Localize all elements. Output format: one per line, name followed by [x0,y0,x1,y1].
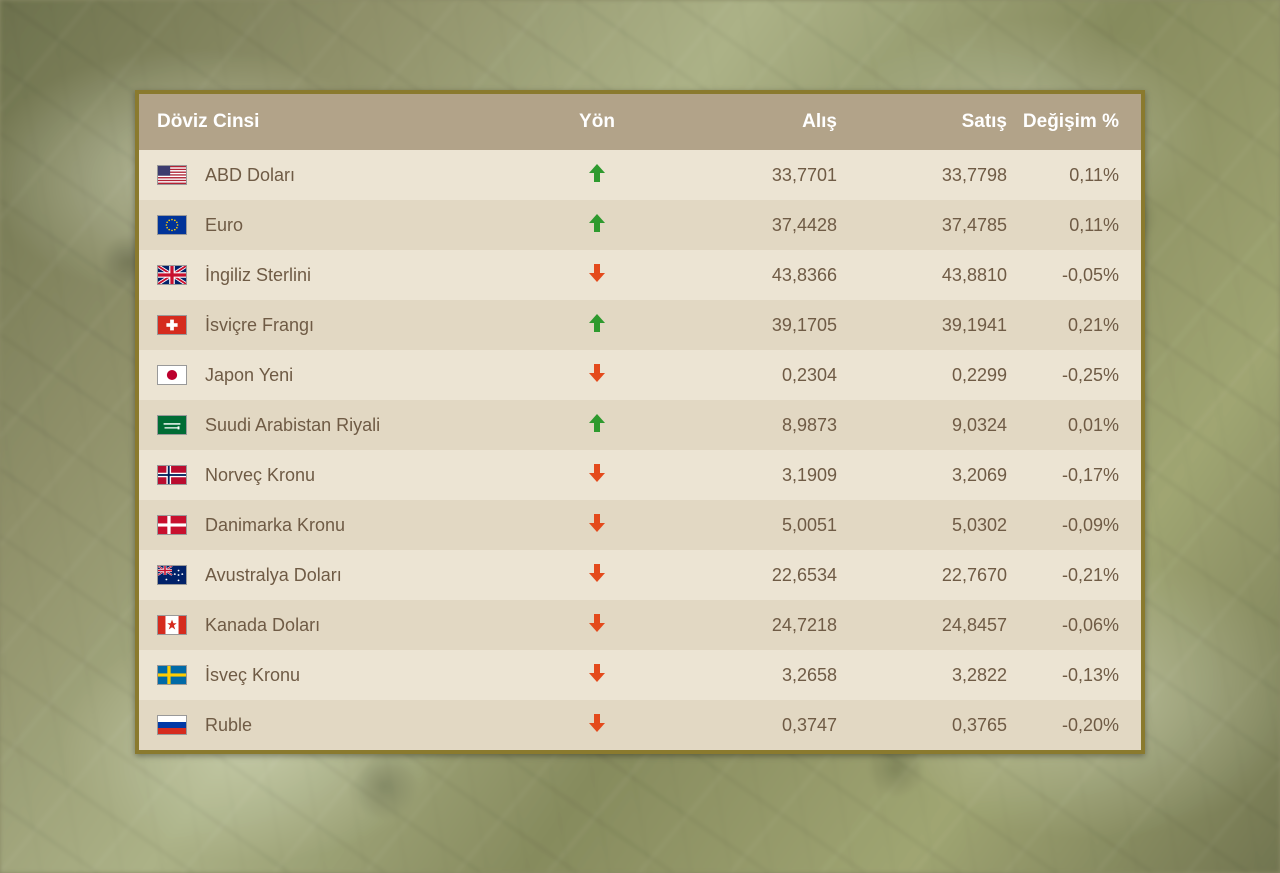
currency-name: İngiliz Sterlini [205,265,311,286]
buy-value: 37,4428 [657,215,837,236]
buy-value: 8,9873 [657,415,837,436]
buy-value: 22,6534 [657,565,837,586]
arrow-down-icon [589,265,605,287]
currency-name: İsveç Kronu [205,665,300,686]
col-header-buy: Alış [657,111,837,133]
sell-value: 3,2069 [837,465,1007,486]
dk-flag-icon [157,515,187,535]
se-flag-icon [157,665,187,685]
currency-name: Suudi Arabistan Riyali [205,415,380,436]
change-value: 0,11% [1007,165,1123,186]
currency-name: Kanada Doları [205,615,320,636]
sell-value: 0,3765 [837,715,1007,736]
ch-flag-icon [157,315,187,335]
arrow-down-icon [589,365,605,387]
buy-value: 3,1909 [657,465,837,486]
buy-value: 0,3747 [657,715,837,736]
table-row[interactable]: İsviçre Frangı 39,170539,19410,21% [139,300,1141,350]
buy-value: 0,2304 [657,365,837,386]
sell-value: 43,8810 [837,265,1007,286]
arrow-down-icon [589,665,605,687]
currency-name: Norveç Kronu [205,465,315,486]
buy-value: 24,7218 [657,615,837,636]
eu-flag-icon [157,215,187,235]
sell-value: 3,2822 [837,665,1007,686]
no-flag-icon [157,465,187,485]
au-flag-icon [157,565,187,585]
change-value: -0,09% [1007,515,1123,536]
arrow-down-icon [589,715,605,737]
jp-flag-icon [157,365,187,385]
currency-name: Ruble [205,715,252,736]
table-row[interactable]: Euro 37,442837,47850,11% [139,200,1141,250]
currency-name: Avustralya Doları [205,565,342,586]
sell-value: 39,1941 [837,315,1007,336]
arrow-down-icon [589,615,605,637]
table-row[interactable]: Kanada Doları 24,721824,8457-0,06% [139,600,1141,650]
table-row[interactable]: Danimarka Kronu 5,00515,0302-0,09% [139,500,1141,550]
table-header-row: Döviz Cinsi Yön Alış Satış Değişim % [139,94,1141,150]
table-row[interactable]: Avustralya Doları 22,653422,7670-0,21% [139,550,1141,600]
col-header-dir: Yön [537,111,657,133]
us-flag-icon [157,165,187,185]
sell-value: 9,0324 [837,415,1007,436]
currency-table-panel: Döviz Cinsi Yön Alış Satış Değişim % ABD… [135,90,1145,754]
table-row[interactable]: Norveç Kronu 3,19093,2069-0,17% [139,450,1141,500]
buy-value: 43,8366 [657,265,837,286]
currency-name: İsviçre Frangı [205,315,314,336]
buy-value: 5,0051 [657,515,837,536]
buy-value: 39,1705 [657,315,837,336]
arrow-up-icon [589,315,605,337]
table-row[interactable]: İngiliz Sterlini 43,836643,8810-0,05% [139,250,1141,300]
sell-value: 22,7670 [837,565,1007,586]
change-value: -0,17% [1007,465,1123,486]
arrow-down-icon [589,515,605,537]
sell-value: 37,4785 [837,215,1007,236]
change-value: -0,25% [1007,365,1123,386]
ru-flag-icon [157,715,187,735]
buy-value: 3,2658 [657,665,837,686]
change-value: -0,21% [1007,565,1123,586]
col-header-sell: Satış [837,111,1007,133]
change-value: 0,21% [1007,315,1123,336]
buy-value: 33,7701 [657,165,837,186]
arrow-up-icon [589,165,605,187]
sell-value: 24,8457 [837,615,1007,636]
currency-name: Danimarka Kronu [205,515,345,536]
sell-value: 0,2299 [837,365,1007,386]
sell-value: 33,7798 [837,165,1007,186]
arrow-up-icon [589,215,605,237]
arrow-up-icon [589,415,605,437]
change-value: 0,01% [1007,415,1123,436]
currency-name: ABD Doları [205,165,295,186]
currency-name: Euro [205,215,243,236]
change-value: -0,05% [1007,265,1123,286]
table-row[interactable]: Japon Yeni 0,23040,2299-0,25% [139,350,1141,400]
col-header-change: Değişim % [1007,111,1123,133]
sell-value: 5,0302 [837,515,1007,536]
arrow-down-icon [589,565,605,587]
gb-flag-icon [157,265,187,285]
change-value: 0,11% [1007,215,1123,236]
sa-flag-icon [157,415,187,435]
table-row[interactable]: İsveç Kronu 3,26583,2822-0,13% [139,650,1141,700]
table-row[interactable]: Ruble 0,37470,3765-0,20% [139,700,1141,750]
change-value: -0,06% [1007,615,1123,636]
change-value: -0,13% [1007,665,1123,686]
currency-name: Japon Yeni [205,365,293,386]
table-row[interactable]: Suudi Arabistan Riyali 8,98739,03240,01% [139,400,1141,450]
col-header-name: Döviz Cinsi [157,111,537,133]
ca-flag-icon [157,615,187,635]
table-body: ABD Doları33,770133,77980,11%Euro37,4428… [139,150,1141,750]
change-value: -0,20% [1007,715,1123,736]
arrow-down-icon [589,465,605,487]
table-row[interactable]: ABD Doları 33,770133,77980,11% [139,150,1141,200]
